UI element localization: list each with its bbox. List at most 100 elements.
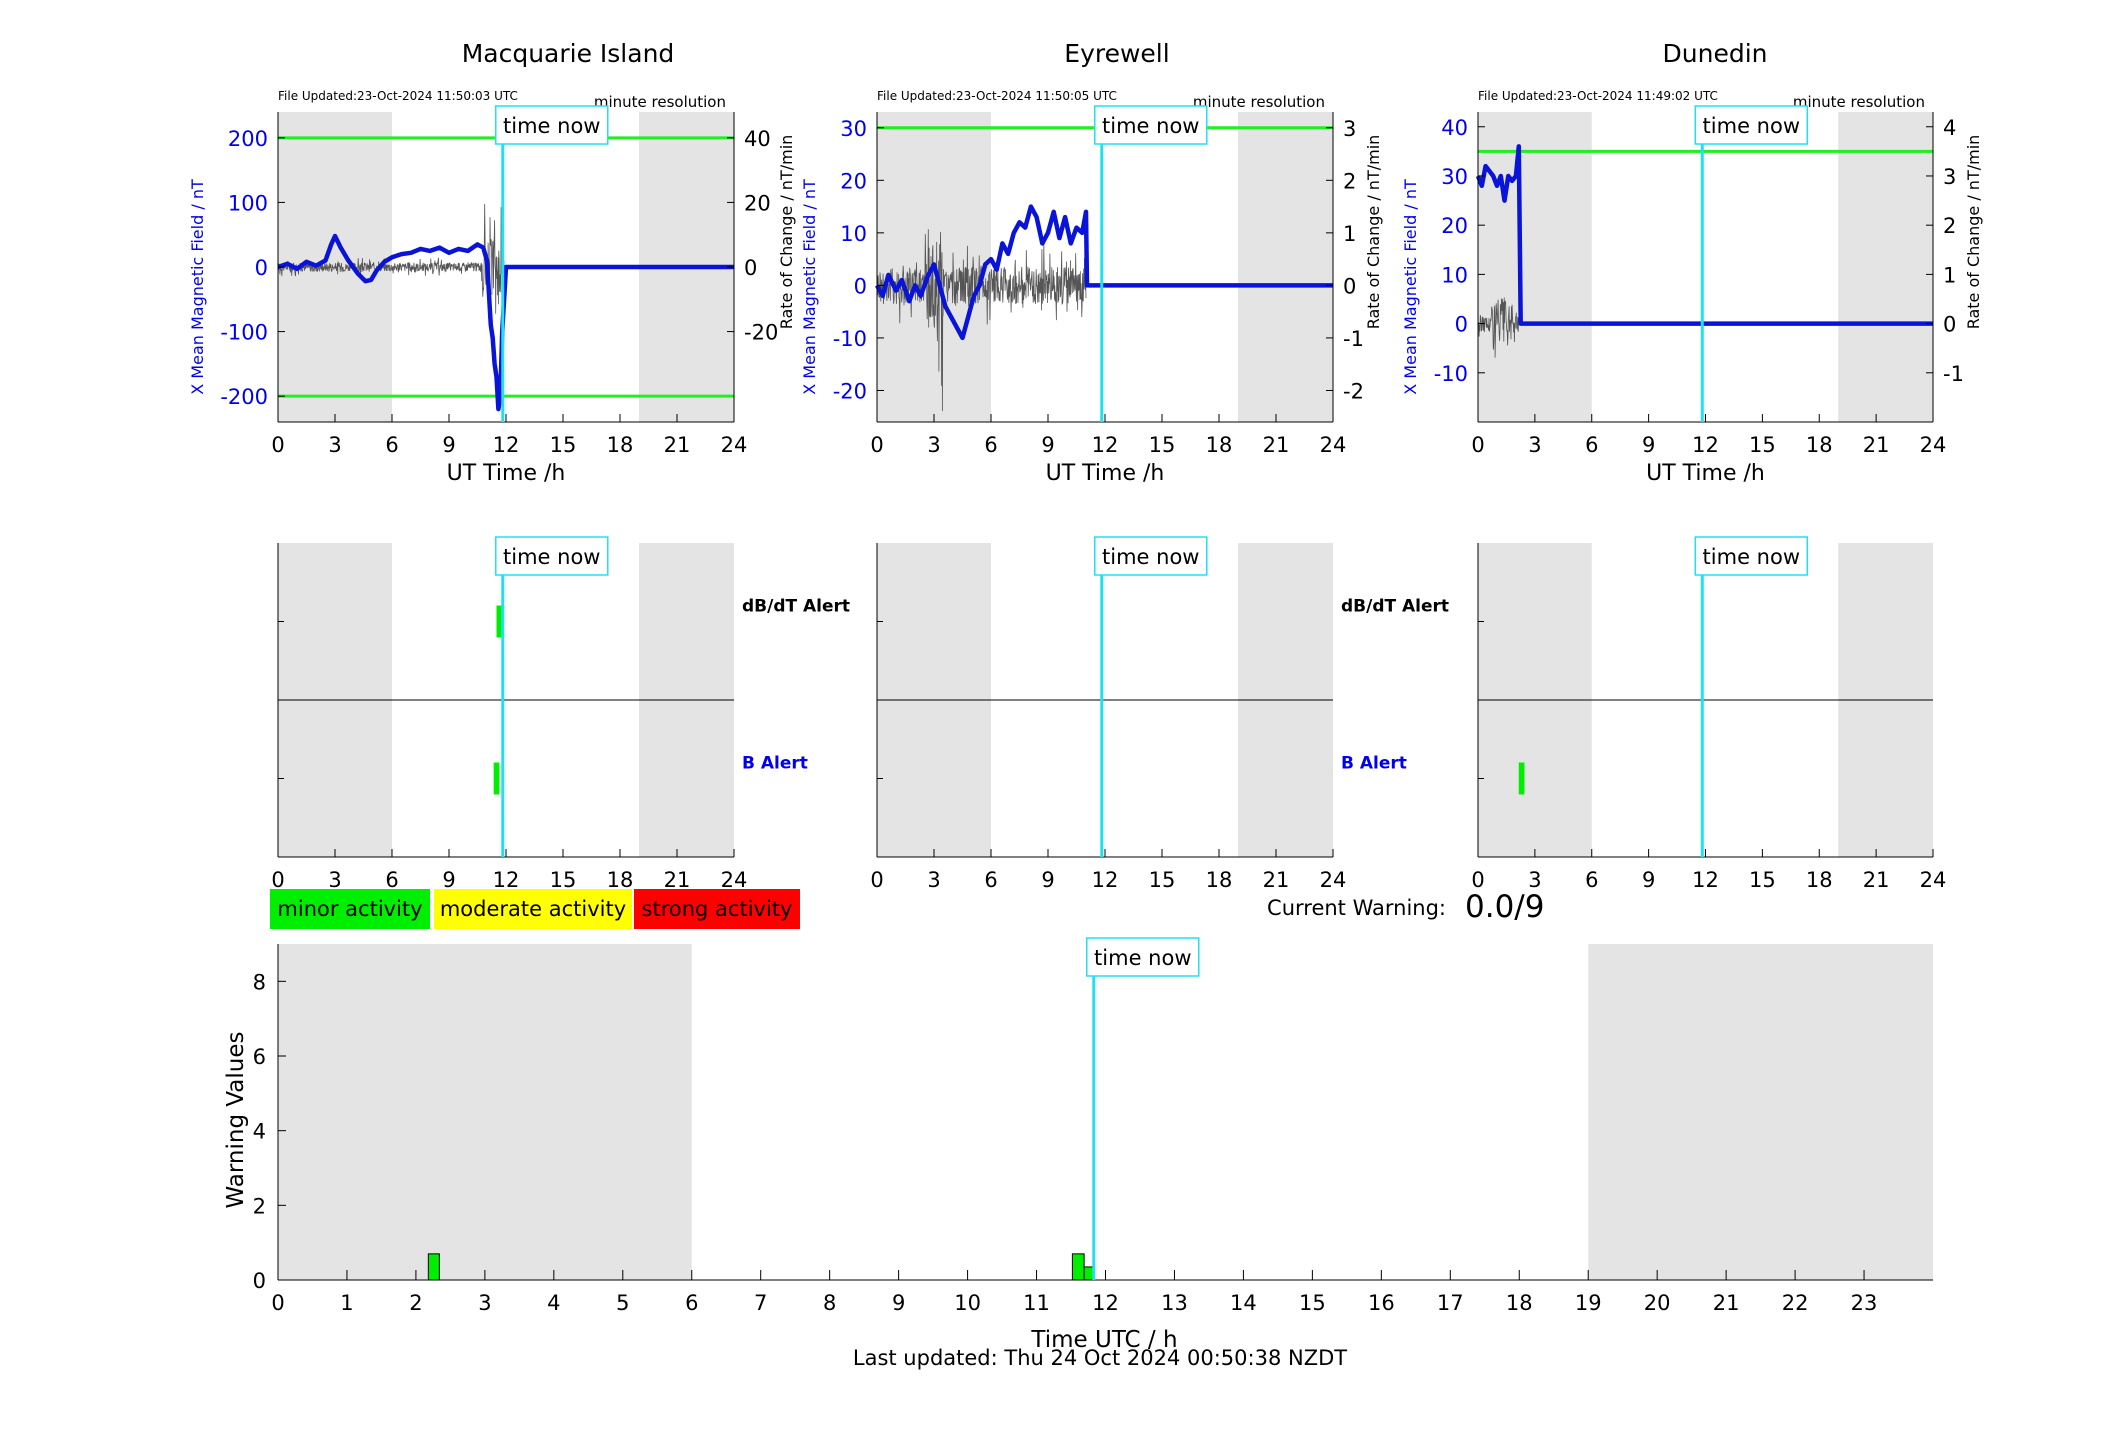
warning-x-tick-label: 19 [1575, 1291, 1602, 1315]
x-tick-label: 18 [607, 433, 634, 457]
x-tick-label: 18 [1206, 868, 1233, 892]
warning-y-tick-label: 8 [253, 970, 266, 994]
x-tick-label: 9 [442, 433, 455, 457]
y-tick-label-right: -20 [744, 321, 778, 345]
y-tick-label-right: -1 [1343, 327, 1364, 351]
x-tick-label: 6 [1585, 868, 1598, 892]
file-updated-text: File Updated:23-Oct-2024 11:49:02 UTC [1478, 89, 1718, 103]
warning-y-tick-label: 4 [253, 1120, 266, 1144]
y-tick-label-right: 1 [1343, 222, 1356, 246]
file-updated-text: File Updated:23-Oct-2024 11:50:03 UTC [278, 89, 518, 103]
x-tick-label: 15 [1149, 868, 1176, 892]
warning-x-tick-label: 17 [1437, 1291, 1464, 1315]
station-title-dunedin: Dunedin [1663, 39, 1768, 68]
warning-x-tick-label: 15 [1299, 1291, 1326, 1315]
warning-x-tick-label: 3 [478, 1291, 491, 1315]
warning-x-tick-label: 7 [754, 1291, 767, 1315]
warning-y-tick-label: 6 [253, 1045, 266, 1069]
warning-y-tick-label: 2 [253, 1194, 266, 1218]
rate-of-change-trace [1477, 297, 1520, 358]
x-tick-label: 15 [550, 433, 577, 457]
resolution-text: minute resolution [1793, 93, 1925, 111]
x-tick-label: 3 [1528, 868, 1541, 892]
night-shading [1588, 944, 1933, 1280]
y-tick-label-right: 2 [1943, 214, 1956, 238]
x-tick-label: 6 [984, 868, 997, 892]
x-tick-label: 0 [271, 868, 284, 892]
x-tick-label: 21 [1263, 433, 1290, 457]
x-tick-label: 9 [442, 868, 455, 892]
x-tick-label: 9 [1041, 433, 1054, 457]
y-tick-label-left: 30 [840, 117, 867, 141]
x-tick-label: 24 [721, 868, 748, 892]
time-now-label: time now [503, 114, 600, 138]
x-tick-label: 12 [493, 868, 520, 892]
y-tick-label-right: 0 [744, 256, 757, 280]
resolution-text: minute resolution [1193, 93, 1325, 111]
b-alert-label: B Alert [742, 754, 808, 774]
current-warning-value: 0.0/9 [1465, 889, 1544, 925]
y-tick-label-right: 3 [1343, 117, 1356, 141]
alert-chart-macquarie: 0 3 6 9 12 15 18 21 24 dB/dT Alert B Alert time now [271, 536, 850, 892]
legend-strong-label: strong activity [642, 897, 793, 921]
time-now-label: time now [1102, 114, 1199, 138]
night-shading [1478, 112, 1592, 422]
warning-x-tick-label: 21 [1713, 1291, 1740, 1315]
x-tick-label: 12 [493, 433, 520, 457]
y-tick-label-left: 100 [228, 191, 268, 215]
x-tick-label: 15 [1749, 868, 1776, 892]
x-tick-label: 3 [328, 433, 341, 457]
y-tick-label-right: -2 [1343, 379, 1364, 403]
y-tick-label-right: 0 [1343, 274, 1356, 298]
magnetic-field-line [875, 204, 1333, 341]
time-now-box [1094, 536, 1208, 576]
warning-x-axis-label: Time UTC / h [1030, 1327, 1177, 1353]
current-warning-label: Current Warning: [1267, 896, 1446, 920]
warning-x-tick-label: 11 [1023, 1291, 1050, 1315]
warning-bar [427, 1253, 440, 1281]
warning-bar [1071, 1253, 1085, 1281]
x-tick-label: 24 [721, 433, 748, 457]
warning-x-tick-label: 12 [1092, 1291, 1119, 1315]
time-now-label: time now [1703, 545, 1800, 569]
x-tick-label: 6 [385, 433, 398, 457]
dbdt-alert-bar [496, 605, 502, 638]
y-axis-label-right: Rate of Change / nT/min [777, 135, 796, 330]
resolution-text: minute resolution [594, 93, 726, 111]
x-tick-label: 3 [328, 868, 341, 892]
y-tick-label-right: 20 [744, 191, 771, 215]
y-axis-label-left: X Mean Magnetic Field / nT [1401, 179, 1420, 395]
warning-y-tick-label: 0 [253, 1269, 266, 1293]
y-tick-label-right: 1 [1943, 263, 1956, 287]
time-now-label: time now [1102, 545, 1199, 569]
x-tick-label: 24 [1920, 433, 1947, 457]
y-tick-label-right: -1 [1943, 362, 1964, 386]
x-axis-label: UT Time /h [1646, 461, 1765, 486]
warning-x-tick-label: 23 [1851, 1291, 1878, 1315]
x-tick-label: 21 [1863, 868, 1890, 892]
time-now-box [1086, 937, 1200, 977]
warning-x-tick-label: 6 [685, 1291, 698, 1315]
dbdt-alert-label: dB/dT Alert [1341, 597, 1449, 617]
x-tick-label: 9 [1642, 433, 1655, 457]
alert-chart-eyrewell: 0 3 6 9 12 15 18 21 24 dB/dT Alert B Alert time now [870, 536, 1449, 892]
y-tick-label-right: 3 [1943, 165, 1956, 189]
y-tick-label-right: 40 [744, 127, 771, 151]
x-tick-label: 0 [870, 868, 883, 892]
warning-x-tick-label: 16 [1368, 1291, 1395, 1315]
y-tick-label-left: 10 [1441, 263, 1468, 287]
warning-x-tick-label: 18 [1506, 1291, 1533, 1315]
y-tick-label-left: -10 [833, 327, 867, 351]
y-tick-label-left: 0 [854, 274, 867, 298]
x-tick-label: 6 [1585, 433, 1598, 457]
time-now-box [1694, 536, 1809, 576]
x-tick-label: 6 [385, 868, 398, 892]
x-tick-label: 0 [271, 433, 284, 457]
time-now-label: time now [1094, 946, 1191, 970]
y-axis-label-right: Rate of Change / nT/min [1364, 135, 1383, 330]
x-tick-label: 12 [1092, 868, 1119, 892]
last-updated: Last updated: Thu 24 Oct 2024 00:50:38 N… [853, 1346, 1347, 1370]
dbdt-alert-label: dB/dT Alert [742, 597, 850, 617]
station-title-eyrewell: Eyrewell [1064, 39, 1169, 68]
